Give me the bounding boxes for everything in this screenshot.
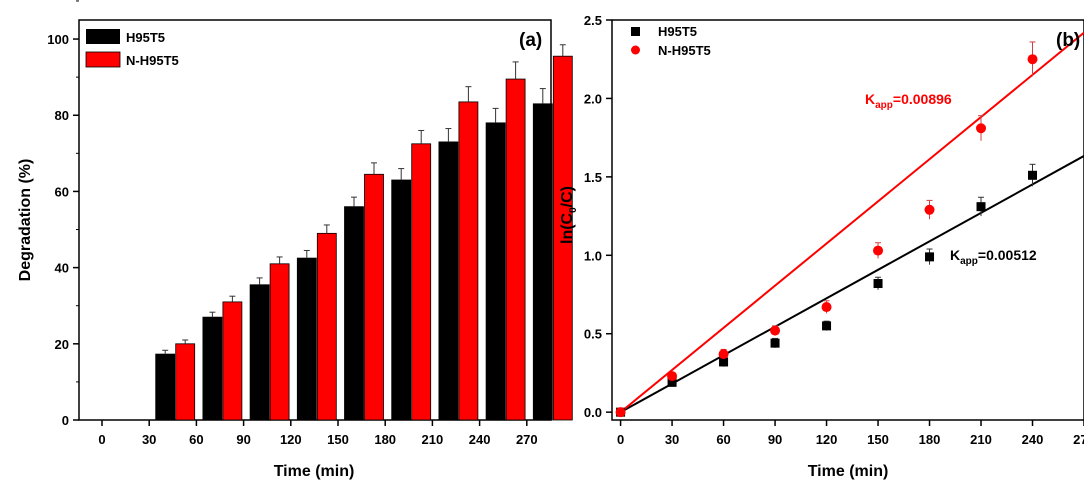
panel-b-y-tick-label: 2.0	[584, 91, 602, 106]
panel-b-y-tick-label: 0.5	[584, 327, 602, 342]
panel-b-x-axis-label: Time (min)	[808, 463, 889, 480]
panel-a-bar-h95t5	[391, 179, 412, 421]
panel-a-x-tick-label: 60	[189, 432, 203, 447]
panel-a-y-tick-label: 20	[55, 337, 69, 352]
panel-b-point-n-h95t5	[667, 371, 678, 382]
panel-b-x-tick-label: 240	[1022, 432, 1044, 447]
panel-b-x-tick-label: 270	[1073, 432, 1084, 447]
panel-b-point-h95t5	[667, 377, 677, 387]
panel-b-point-h95t5	[925, 252, 935, 262]
panel-a-y-tick-label: 80	[55, 108, 69, 123]
panel-b-y-axis-label-tail: /C)	[559, 186, 576, 207]
panel-b-point-n-h95t5	[718, 349, 729, 360]
kapp-h95t5-sub: app	[960, 256, 978, 267]
panel-b-point-h95t5	[770, 338, 780, 348]
panel-a-x-tick-label: 150	[327, 432, 349, 447]
panel-b-point-h95t5	[976, 202, 986, 212]
panel-b-legend-label-h95t5: H95T5	[658, 24, 697, 39]
panel-a-x-tick-label: 270	[516, 432, 538, 447]
panel-a-x-tick-label: 120	[280, 432, 302, 447]
panel-b-point-h95t5	[822, 321, 832, 331]
panel-a-bar-h95t5	[155, 353, 176, 421]
panel-a-x-tick-label: 210	[422, 432, 444, 447]
panel-b-legend-marker-n-h95t5	[631, 45, 640, 55]
panel-a-x-tick-label: 90	[236, 432, 250, 447]
panel-a-label: (a)	[519, 30, 542, 51]
panel-b-y-axis-label-sub: 0	[568, 207, 579, 213]
panel-a-legend-swatch-n-h95t5	[85, 51, 121, 68]
kapp-n-h95t5-value: =0.00896	[893, 91, 952, 107]
panel-a-y-tick-label: 60	[55, 184, 69, 199]
panel-a-bar-h95t5	[485, 122, 506, 421]
panel-b-point-h95t5	[719, 357, 729, 367]
panel-a-bar-n-h95t5	[505, 78, 526, 421]
panel-b-point-n-h95t5	[770, 325, 781, 336]
panel-b-x-tick-label: 120	[816, 432, 838, 447]
panel-a-bar-h95t5	[344, 206, 364, 421]
panel-a-x-tick-label: 30	[142, 432, 156, 447]
panel-a-bar-h95t5	[202, 316, 223, 421]
panel-b-point-n-h95t5	[976, 123, 987, 134]
panel-a-x-tick-label: 0	[98, 432, 105, 447]
panel-b-content: 0.0 0.5 1.0 1.5 2.0 2.5 0 30 60 90 120 150 180 210 240…	[584, 13, 1084, 447]
kapp-h95t5-value: =0.00512	[978, 247, 1037, 263]
panel-b-point-n-h95t5	[1027, 54, 1038, 65]
panel-b-y-tick-label: 1.0	[584, 248, 602, 263]
panel-b-annotation-kapp-n-h95t5: Kapp=0.00896	[865, 91, 952, 111]
panel-a-x-axis-label: Time (min)	[274, 463, 355, 480]
panel-b-y-axis-label: ln(C0/C)	[559, 186, 579, 244]
panel-a-y-tick-label: 100	[47, 32, 69, 47]
panel-b-plot-frame	[611, 19, 1084, 421]
panel-b-point-n-h95t5	[615, 407, 626, 418]
panel-a-bar-h95t5	[532, 103, 553, 421]
panel-a-y-axis-label: Degradation (%)	[17, 159, 34, 282]
panel-b-label: (b)	[1056, 30, 1080, 51]
panel-b-y-tick-label: 2.5	[584, 13, 602, 28]
panel-a-bar-h95t5	[249, 284, 270, 421]
panel-b-point-h95t5	[873, 279, 883, 289]
panel-a-bar-n-h95t5	[364, 173, 384, 421]
kapp-n-h95t5-sub: app	[875, 100, 893, 111]
panel-a-bar-n-h95t5	[411, 143, 432, 421]
panel-b-x-tick-label: 0	[617, 432, 624, 447]
panel-b-x-tick-label: 150	[867, 432, 889, 447]
panel-a-content: 0 20 40 60 80 100 0 30 60 90 120 150 180 210 240 270	[47, 0, 573, 447]
panel-a: 0 20 40 60 80 100 0 30 60 90 120 150 180 210 240 270 (a…	[17, 0, 573, 480]
panel-a-legend-swatch-h95t5	[86, 29, 120, 44]
panel-b-y-tick-label: 1.5	[584, 170, 602, 185]
panel-b-annotation-kapp-h95t5: Kapp=0.00512	[950, 247, 1037, 267]
panel-a-bar-n-h95t5	[175, 343, 196, 421]
panel-a-x-tick-label: 180	[374, 432, 396, 447]
panel-b-point-h95t5	[1028, 170, 1038, 180]
panel-b-fit-line-h95t5	[620, 155, 1084, 414]
panel-a-bar-h95t5	[296, 257, 317, 421]
panel-a-bar-n-h95t5	[222, 301, 243, 421]
panel-b-point-n-h95t5	[924, 204, 935, 215]
panel-b-x-tick-label: 210	[970, 432, 992, 447]
kapp-n-h95t5-prefix: K	[865, 91, 875, 107]
panel-b-x-tick-label: 30	[665, 432, 679, 447]
kapp-h95t5-prefix: K	[950, 247, 960, 263]
panel-a-x-tick-label: 240	[469, 432, 491, 447]
panel-a-bar-n-h95t5	[458, 101, 479, 421]
panel-b-legend-marker-h95t5	[631, 27, 640, 36]
panel-a-legend-label-h95t5: H95T5	[126, 30, 165, 45]
panel-b-legend-label-n-h95t5: N-H95T5	[658, 43, 711, 58]
panel-b-point-n-h95t5	[821, 302, 832, 313]
panel-a-bar-h95t5	[438, 141, 459, 421]
panel-b-x-tick-label: 180	[919, 432, 941, 447]
panel-a-bar-n-h95t5	[316, 232, 337, 421]
panel-b-fit-line-n-h95t5	[619, 31, 1084, 413]
panel-b-x-tick-label: 60	[716, 432, 730, 447]
panel-a-bar-n-h95t5	[269, 263, 290, 421]
panel-b-point-n-h95t5	[873, 245, 884, 256]
panel-b-x-tick-label: 90	[768, 432, 782, 447]
panel-a-legend-label-n-h95t5: N-H95T5	[126, 53, 179, 68]
panel-a-y-tick-label: 40	[55, 261, 69, 276]
panel-a-y-tick-label: 0	[62, 413, 69, 428]
panel-b: 0.0 0.5 1.0 1.5 2.0 2.5 0 30 60 90 120 150 180 210 240…	[559, 13, 1084, 480]
panel-b-y-axis-label-main: ln(C	[559, 212, 576, 244]
panel-b-y-tick-label: 0.0	[584, 405, 602, 420]
